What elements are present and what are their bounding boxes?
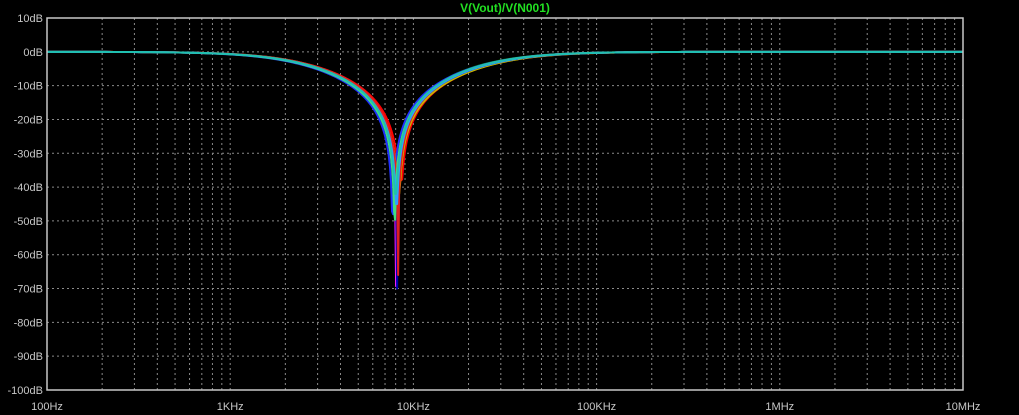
trace-series-line[interactable] (47, 50, 963, 221)
x-tick-label: 100KHz (577, 401, 616, 413)
y-tick-label: -40dB (14, 182, 43, 194)
x-tick-label: 10MHz (946, 401, 981, 413)
trace-series-line[interactable] (47, 50, 963, 205)
y-axis-labels: 10dB 0dB -10dB -20dB -30dB -40dB -50dB -60dB -70… (8, 13, 43, 397)
x-axis-labels: 100Hz 1KHz 10KHz 100KHz 1MHz 10MHz (31, 401, 980, 413)
x-tick-label: 1KHz (217, 401, 244, 413)
x-tick-label: 10KHz (397, 401, 430, 413)
y-tick-label: -10dB (14, 81, 43, 93)
trace-series-line[interactable] (47, 50, 963, 290)
y-tick-label: -90dB (14, 351, 43, 363)
y-tick-label: -30dB (14, 148, 43, 160)
y-tick-label: -50dB (14, 216, 43, 228)
y-tick-label: 10dB (17, 13, 43, 25)
y-tick-label: -60dB (14, 250, 43, 262)
grid-layer (46, 17, 963, 391)
trace-series-line[interactable] (47, 50, 963, 182)
trace-layer (47, 50, 963, 290)
trace-title[interactable]: V(Vout)/V(N001) (460, 1, 550, 15)
y-tick-label: -100dB (8, 385, 43, 397)
plot-frame (46, 17, 964, 391)
trace-series-line[interactable] (47, 50, 963, 189)
trace-series-line[interactable] (47, 50, 963, 288)
y-tick-label: -70dB (14, 284, 43, 296)
trace-series-line[interactable] (47, 50, 963, 195)
y-tick-label: -20dB (14, 114, 43, 126)
y-tick-label: -80dB (14, 317, 43, 329)
y-tick-label: 0dB (23, 47, 43, 59)
trace-series-line[interactable] (47, 50, 963, 216)
x-tick-label: 100Hz (31, 401, 63, 413)
x-tick-label: 1MHz (765, 401, 794, 413)
trace-series-line[interactable] (47, 50, 963, 195)
trace-series-line[interactable] (47, 50, 963, 277)
